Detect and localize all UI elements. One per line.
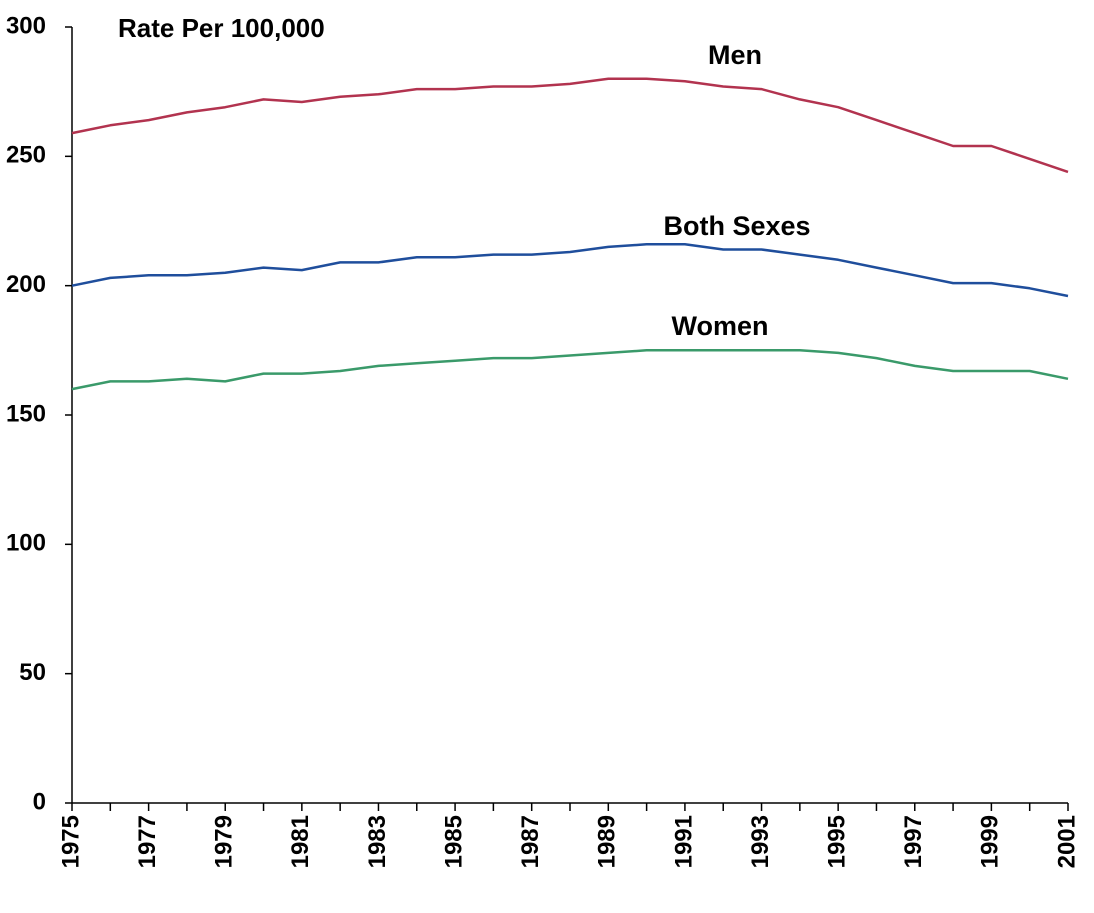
x-tick-label: 1999: [977, 815, 1004, 868]
y-tick-label: 250: [6, 142, 46, 169]
series-line: [71, 77, 1069, 174]
y-tick-label: 300: [6, 12, 46, 39]
x-tick-label: 1979: [211, 815, 238, 868]
x-tick-label: 1995: [823, 815, 850, 868]
y-tick-label: 50: [19, 659, 46, 686]
y-axis-label: Rate Per 100,000: [118, 13, 325, 43]
x-tick-label: 1975: [57, 815, 84, 868]
y-tick-label: 200: [6, 271, 46, 298]
x-tick-label: 1997: [900, 815, 927, 868]
y-tick-label: 150: [6, 400, 46, 427]
x-tick-label: 1987: [517, 815, 544, 868]
y-tick-label: 100: [6, 530, 46, 557]
x-tick-label: 1977: [134, 815, 161, 868]
x-tick-label: 1989: [594, 815, 621, 868]
series-line: [71, 243, 1069, 298]
x-tick-label: 1991: [670, 815, 697, 868]
series-line: [71, 349, 1069, 391]
x-tick-label: 1993: [747, 815, 774, 868]
series-label: Both Sexes: [663, 211, 810, 241]
x-tick-label: 1981: [287, 815, 314, 868]
x-tick-label: 1985: [440, 815, 467, 868]
y-tick-label: 0: [33, 788, 46, 815]
series-label: Men: [708, 40, 762, 70]
x-tick-label: 1983: [364, 815, 391, 868]
series-label: Women: [671, 311, 768, 341]
x-tick-label: 2001: [1053, 815, 1080, 868]
